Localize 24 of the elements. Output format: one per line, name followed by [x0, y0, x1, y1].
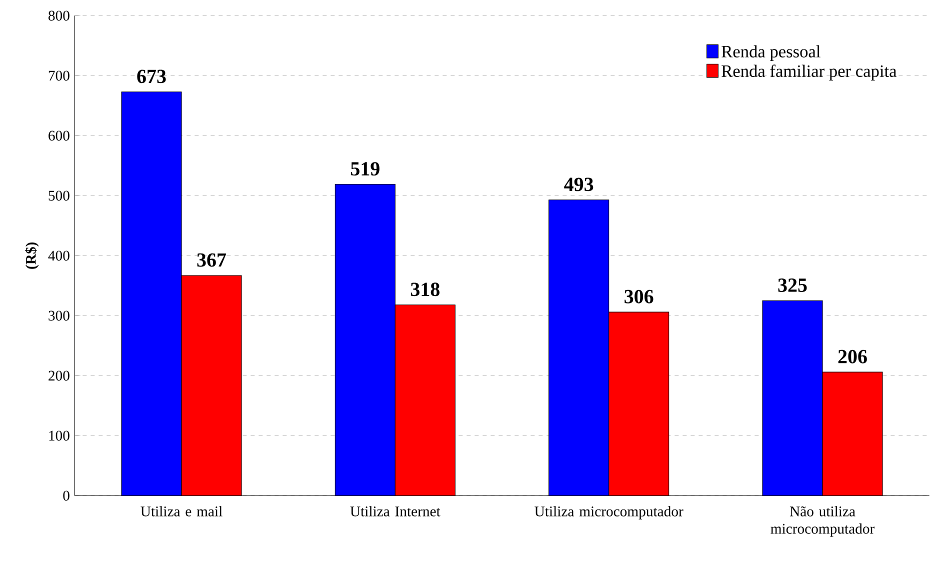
- legend-label: Renda familiar per capita: [722, 64, 897, 81]
- data-label: 318: [410, 282, 440, 296]
- data-label: 367: [197, 253, 226, 267]
- legend-label: Renda pessoal: [722, 45, 820, 61]
- x-tick-label: Utiliza e mail: [140, 506, 222, 516]
- y-tick-label: 300: [48, 310, 70, 321]
- y-tick-label: 500: [48, 190, 70, 201]
- y-axis-title: (R$): [25, 242, 39, 269]
- data-label: 306: [624, 290, 654, 304]
- y-tick-label: 400: [48, 250, 70, 261]
- x-tick-label: Não utiliza microcomputador: [770, 506, 875, 537]
- y-tick-label: 0: [63, 490, 70, 501]
- data-label: 206: [838, 350, 867, 364]
- y-tick-label: 600: [48, 130, 70, 141]
- x-tick-label: Utiliza microcomputador: [534, 506, 684, 520]
- x-tick-label: Utiliza Internet: [350, 506, 440, 516]
- data-label: 325: [778, 278, 807, 292]
- data-label: 519: [350, 162, 380, 176]
- y-tick-label: 700: [48, 70, 70, 81]
- data-label: 673: [137, 70, 166, 84]
- y-tick-label: 800: [48, 10, 70, 21]
- y-tick-label: 200: [48, 370, 70, 381]
- data-label: 493: [564, 178, 594, 192]
- y-tick-label: 100: [49, 430, 70, 441]
